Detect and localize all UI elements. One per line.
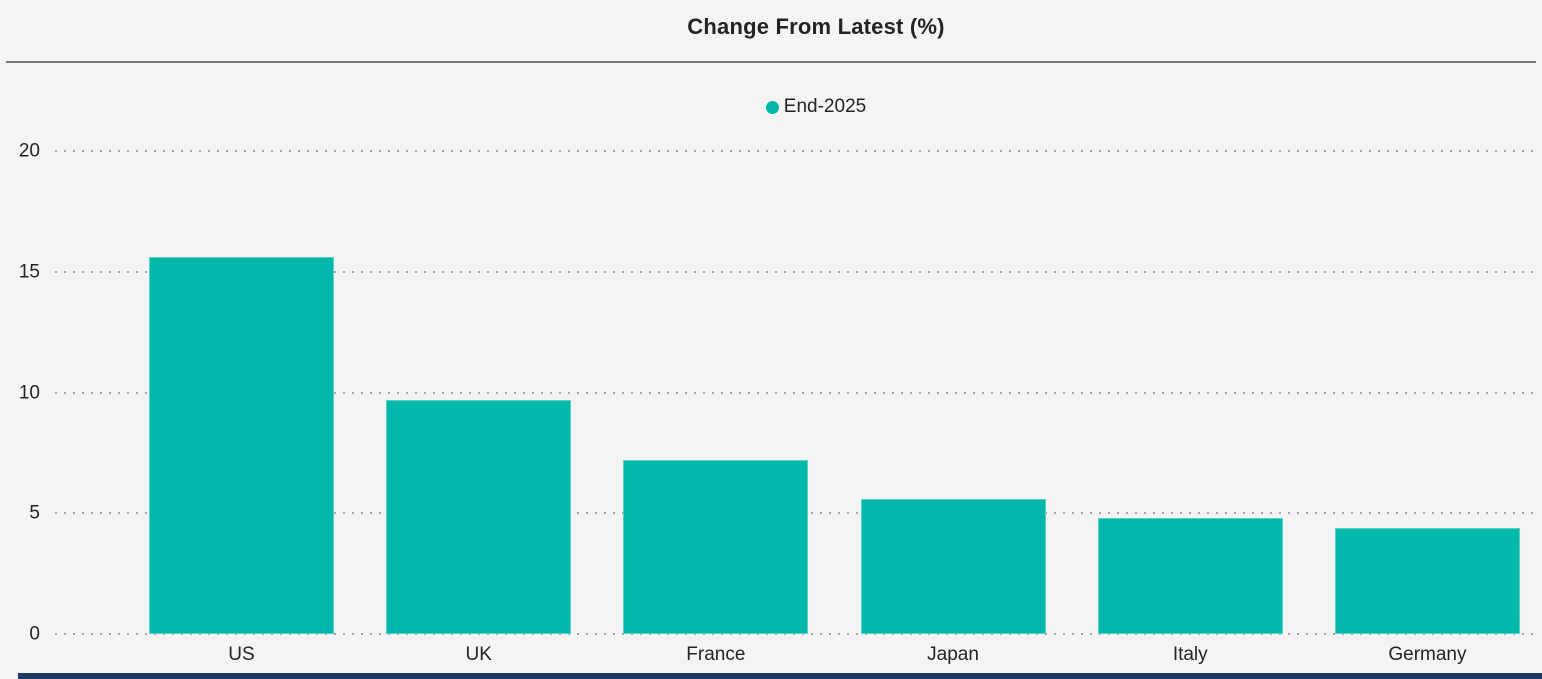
bar-france[interactable] <box>623 460 809 634</box>
y-axis: 0 5 10 15 20 <box>0 142 40 644</box>
bar-us[interactable] <box>149 257 334 634</box>
chart-title: Change From Latest (%) <box>687 14 945 39</box>
x-axis: US UK France Japan Italy Germany <box>149 644 1520 667</box>
gridline-y-15 <box>55 270 1536 273</box>
bar-uk[interactable] <box>386 399 572 634</box>
y-tick-label-5: 5 <box>29 502 40 524</box>
legend-label: End-2025 <box>783 96 867 117</box>
gridline-y-20 <box>55 150 1536 152</box>
legend-item-end-2025[interactable]: End-2025 <box>765 96 867 118</box>
bar-germany[interactable] <box>1334 527 1520 634</box>
plot-area <box>55 150 1536 635</box>
x-tick-label-france: France <box>686 644 746 665</box>
y-tick-label-0: 0 <box>29 623 40 645</box>
x-tick-label-uk: UK <box>465 644 492 665</box>
gridline-y-10 <box>55 391 1536 394</box>
y-tick-label-10: 10 <box>18 382 40 403</box>
x-tick-label-us: US <box>228 644 255 665</box>
bar-japan[interactable] <box>860 498 1046 634</box>
legend-dot-icon <box>765 100 779 114</box>
y-tick-label-20: 20 <box>18 140 40 162</box>
bars-row <box>149 151 1520 634</box>
x-tick-label-japan: Japan <box>927 644 979 665</box>
gridline-y-0 <box>55 633 1536 635</box>
title-divider <box>6 61 1536 63</box>
x-tick-label-italy: Italy <box>1172 644 1208 665</box>
y-tick-label-15: 15 <box>18 261 40 283</box>
bar-italy[interactable] <box>1097 518 1283 634</box>
x-tick-label-germany: Germany <box>1388 644 1467 665</box>
legend-row: End-2025 <box>90 96 1542 119</box>
title-row: Change From Latest (%) <box>90 14 1542 40</box>
bottom-strip <box>18 673 1542 679</box>
